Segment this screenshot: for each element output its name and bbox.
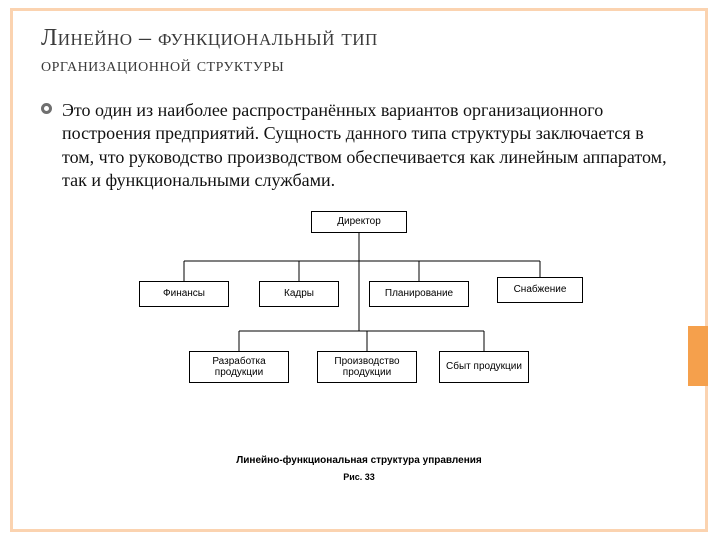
node-finance: Финансы [139, 281, 229, 307]
slide-content: Линейно – функциональный тип организацио… [13, 11, 705, 482]
body-block: Это один из наиболее распространённых ва… [41, 99, 677, 193]
diagram-caption: Линейно-функциональная структура управле… [41, 455, 677, 466]
slide-frame: Линейно – функциональный тип организацио… [10, 8, 708, 532]
node-develop: Разработка продукции [189, 351, 289, 383]
org-chart-lines [119, 211, 599, 451]
node-planning: Планирование [369, 281, 469, 307]
diagram-figref: Рис. 33 [41, 472, 677, 482]
body-text: Это один из наиболее распространённых ва… [62, 99, 677, 193]
node-sales: Сбыт продукции [439, 351, 529, 383]
node-hr: Кадры [259, 281, 339, 307]
title-line-1: Линейно – функциональный тип [41, 25, 677, 52]
node-produce: Производство продукции [317, 351, 417, 383]
accent-bar [688, 326, 708, 386]
node-director: Директор [311, 211, 407, 233]
org-chart: Директор Финансы Кадры Планирование Снабжени… [119, 211, 599, 451]
node-supply: Снабжение [497, 277, 583, 303]
bullet-icon [41, 103, 52, 114]
title-line-2: организационной структуры [41, 54, 677, 77]
